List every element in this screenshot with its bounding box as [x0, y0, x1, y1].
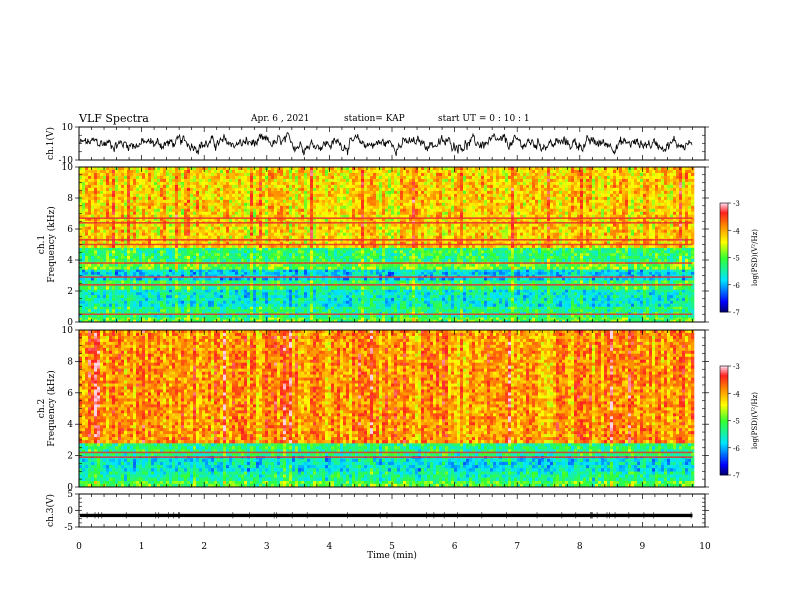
ch3-waveform-trace [80, 513, 693, 518]
colorbar-label-text: log(PSD)(V²/Hz) [751, 392, 759, 449]
y-tick-label: 0 [67, 507, 73, 517]
x-tick-label: 4 [327, 542, 333, 552]
x-tick-label: 0 [76, 542, 82, 552]
colorbar-tick-label: -7 [733, 472, 740, 480]
y-tick-label: 10 [62, 123, 74, 133]
ch2-spectrogram-ylabel-line: Frequency (kHz) [46, 370, 57, 447]
colorbar-tick-label: -7 [733, 309, 740, 317]
chart-title: VLF Spectra [79, 112, 149, 125]
colorbar-tick-label: -6 [733, 282, 740, 290]
date-label: Apr. 6 , 2021 [251, 114, 310, 124]
ch3-waveform-ylabel: ch.3(V) [45, 494, 56, 527]
y-tick-label: 0 [67, 483, 73, 493]
colorbar-tick-label: -4 [733, 390, 740, 398]
colorbar-tick-label: -4 [733, 227, 740, 235]
ch1-waveform-ylabel: ch.1(V) [45, 127, 56, 160]
y-tick-label: 0 [67, 318, 73, 328]
ch1-waveform-trace [79, 132, 693, 156]
x-tick-label: 2 [201, 542, 207, 552]
x-tick-label: 6 [452, 542, 458, 552]
y-tick-label: -5 [64, 523, 73, 533]
colorbar-tick-label: -3 [733, 363, 740, 371]
ch1-spectrogram-ylabel: ch.1 Frequency (kHz) [37, 206, 57, 283]
start-ut-label: start UT = 0 : 10 : 1 [438, 114, 530, 124]
colorbar-tick-label: -6 [733, 445, 740, 453]
x-tick-label: 8 [577, 542, 583, 552]
y-tick-label: 2 [67, 287, 73, 297]
colorbar-tick-label: -5 [733, 418, 740, 426]
ch1-spectrogram-ylabel-line: Frequency (kHz) [46, 206, 57, 283]
x-tick-label: 3 [264, 542, 270, 552]
colorbar-label: log(PSD)(V²/Hz) [751, 229, 759, 286]
ch1-waveform-ylabel-line: ch.1(V) [45, 127, 56, 160]
y-tick-label: 6 [67, 225, 73, 235]
y-tick-label: 6 [67, 389, 73, 399]
y-tick-label: 10 [62, 163, 74, 173]
ch2-spectrogram-image [79, 330, 695, 488]
colorbar-label: log(PSD)(V²/Hz) [751, 392, 759, 449]
x-tick-label: 1 [139, 542, 145, 552]
x-tick-label: 9 [640, 542, 646, 552]
ch2-spectrogram-ylabel-line: ch.2 [37, 399, 47, 418]
y-tick-label: 2 [67, 452, 73, 462]
y-tick-label: 8 [67, 194, 73, 204]
y-tick-label: 5 [67, 490, 73, 500]
ch3-waveform-ylabel-line: ch.3(V) [45, 494, 56, 527]
station-label: station= KAP [344, 114, 405, 124]
y-tick-label: -10 [59, 156, 74, 166]
y-tick-label: 4 [67, 420, 73, 430]
colorbar-label-text: log(PSD)(V²/Hz) [751, 229, 759, 286]
colorbar-tick-label: -3 [733, 200, 740, 208]
x-tick-label: 10 [699, 542, 711, 552]
ch2-spectrogram-ylabel: ch.2 Frequency (kHz) [37, 370, 57, 447]
y-tick-label: 8 [67, 357, 73, 367]
colorbar-tick-label: -5 [733, 255, 740, 263]
y-tick-label: 4 [67, 256, 73, 266]
x-tick-label: 5 [389, 542, 395, 552]
ch2-spectrogram-colorbar [720, 366, 728, 476]
x-tick-label: 7 [514, 542, 520, 552]
ch1-spectrogram-image [79, 167, 695, 323]
x-axis-label: Time (min) [367, 550, 417, 561]
ch1-spectrogram-colorbar [720, 203, 728, 313]
ch1-spectrogram-ylabel-line: ch.1 [37, 235, 47, 254]
y-tick-label: 10 [62, 326, 74, 336]
